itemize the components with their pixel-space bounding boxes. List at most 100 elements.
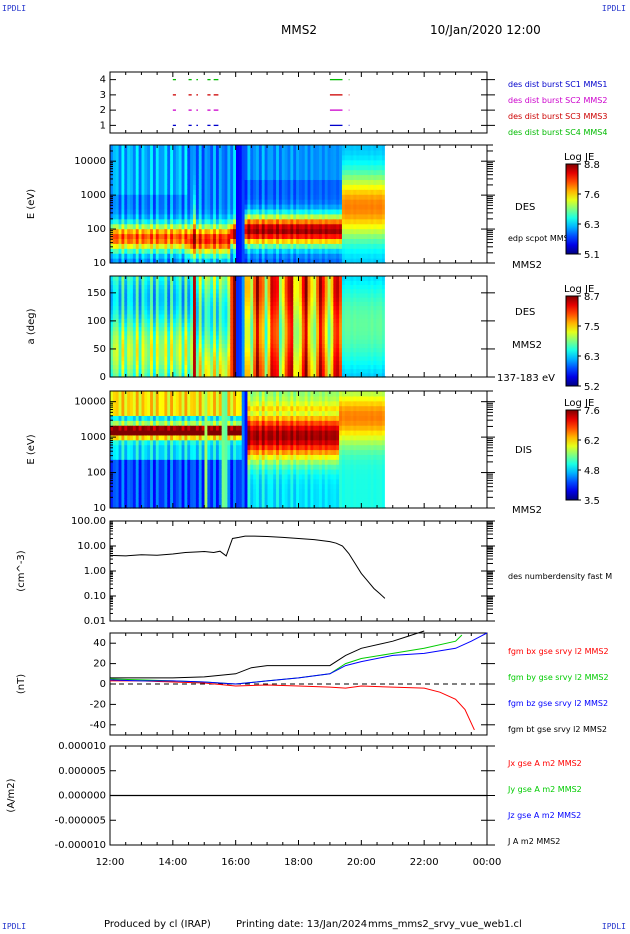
heatmap-cell xyxy=(373,347,377,353)
heatmap-cell xyxy=(327,343,332,349)
heatmap-cell xyxy=(253,343,257,349)
heatmap-cell xyxy=(319,326,323,332)
heatmap-cell xyxy=(233,339,237,344)
heatmap-cell xyxy=(307,360,312,365)
heatmap-cell xyxy=(210,169,214,176)
heatmap-cell xyxy=(127,360,131,365)
heatmap-cell xyxy=(364,334,369,340)
heatmap-cell xyxy=(184,179,188,185)
heatmap-cell xyxy=(276,368,280,374)
heatmap-cell xyxy=(170,355,174,361)
heatmap-cell xyxy=(353,164,357,171)
heatmap-cell xyxy=(158,213,163,220)
heatmap-cell xyxy=(270,343,274,349)
heatmap-cell xyxy=(150,339,154,344)
heatmap-cell xyxy=(256,145,260,151)
heatmap-cell xyxy=(184,364,188,370)
heatmap-cell xyxy=(304,213,309,220)
heatmap-cell xyxy=(258,343,263,349)
heatmap-cell xyxy=(124,189,128,195)
heatmap-cell xyxy=(132,248,137,254)
heatmap-cell xyxy=(373,318,377,323)
heatmap-cell xyxy=(167,194,171,200)
heatmap-cell xyxy=(364,355,369,361)
heatmap-cell xyxy=(138,218,143,225)
heatmap-cell xyxy=(344,292,349,298)
heatmap-cell xyxy=(215,145,220,151)
heatmap-cell xyxy=(181,318,186,323)
heatmap-cell xyxy=(127,288,131,294)
heatmap-cell xyxy=(210,288,214,294)
heatmap-cell xyxy=(227,351,231,357)
heatmap-cell xyxy=(333,179,337,185)
heatmap-cell xyxy=(178,297,183,302)
heatmap-cell xyxy=(244,297,249,302)
heatmap-cell xyxy=(287,149,292,156)
heatmap-cell xyxy=(350,233,354,240)
heatmap-cell xyxy=(204,213,208,220)
heatmap-cell xyxy=(150,351,154,357)
heatmap-cell xyxy=(321,218,326,225)
heatmap-cell xyxy=(276,322,280,328)
heatmap-cell xyxy=(235,284,240,290)
heatmap-cell xyxy=(359,159,363,166)
heatmap-cell xyxy=(353,145,357,151)
heatmap-cell xyxy=(379,355,383,361)
heatmap-cell xyxy=(261,204,266,210)
heatmap-cell xyxy=(361,355,366,361)
heatmap-cell xyxy=(158,305,163,311)
heatmap-cell xyxy=(164,258,168,264)
heatmap-cell xyxy=(301,189,306,195)
heatmap-cell xyxy=(127,318,131,323)
heatmap-cell xyxy=(161,360,166,365)
heatmap-cell xyxy=(124,233,128,240)
heatmap-cell xyxy=(327,305,332,311)
heatmap-cell xyxy=(235,164,240,171)
heatmap-cell xyxy=(184,169,188,176)
heatmap-cell xyxy=(175,145,180,151)
heatmap-cell xyxy=(307,284,312,290)
heatmap-cell xyxy=(287,334,292,340)
heatmap-cell xyxy=(330,284,334,290)
heatmap-cell xyxy=(187,208,191,215)
heatmap-cell xyxy=(124,292,128,298)
heatmap-cell xyxy=(307,368,312,374)
heatmap-cell xyxy=(213,301,217,307)
heatmap-cell xyxy=(270,339,274,344)
heatmap-cell xyxy=(201,213,206,220)
heatmap-cell xyxy=(361,243,366,249)
heatmap-cell xyxy=(138,169,143,176)
heatmap-cell xyxy=(244,351,249,357)
heatmap-cell xyxy=(361,276,366,281)
heatmap-cell xyxy=(370,199,375,205)
heatmap-cell xyxy=(207,189,211,195)
heatmap-cell xyxy=(310,194,314,200)
heatmap-cell xyxy=(224,364,229,370)
heatmap-cell xyxy=(367,343,372,349)
heatmap-cell xyxy=(147,243,151,249)
heatmap-cell xyxy=(184,228,188,235)
heatmap-cell xyxy=(132,364,137,370)
heatmap-cell xyxy=(227,288,231,294)
heatmap-cell xyxy=(373,284,377,290)
heatmap-cell xyxy=(367,233,372,240)
heatmap-cell xyxy=(367,194,372,200)
heatmap-cell xyxy=(244,280,249,286)
heatmap-cell xyxy=(195,199,200,205)
heatmap-cell xyxy=(339,149,343,156)
heatmap-cell xyxy=(287,292,292,298)
heatmap-cell xyxy=(339,174,343,181)
heatmap-cell xyxy=(293,145,297,151)
heatmap-cell xyxy=(141,154,145,161)
heatmap-cell xyxy=(141,194,145,200)
heatmap-cell xyxy=(175,339,180,344)
heatmap-cell xyxy=(132,334,137,340)
heatmap-cell xyxy=(141,228,145,235)
heatmap-cell xyxy=(293,276,297,281)
heatmap-cell xyxy=(135,253,140,259)
heatmap-cell xyxy=(244,213,249,220)
heatmap-cell xyxy=(210,318,214,323)
heatmap-cell xyxy=(235,355,240,361)
heatmap-cell xyxy=(339,292,343,298)
heatmap-cell xyxy=(361,169,366,176)
